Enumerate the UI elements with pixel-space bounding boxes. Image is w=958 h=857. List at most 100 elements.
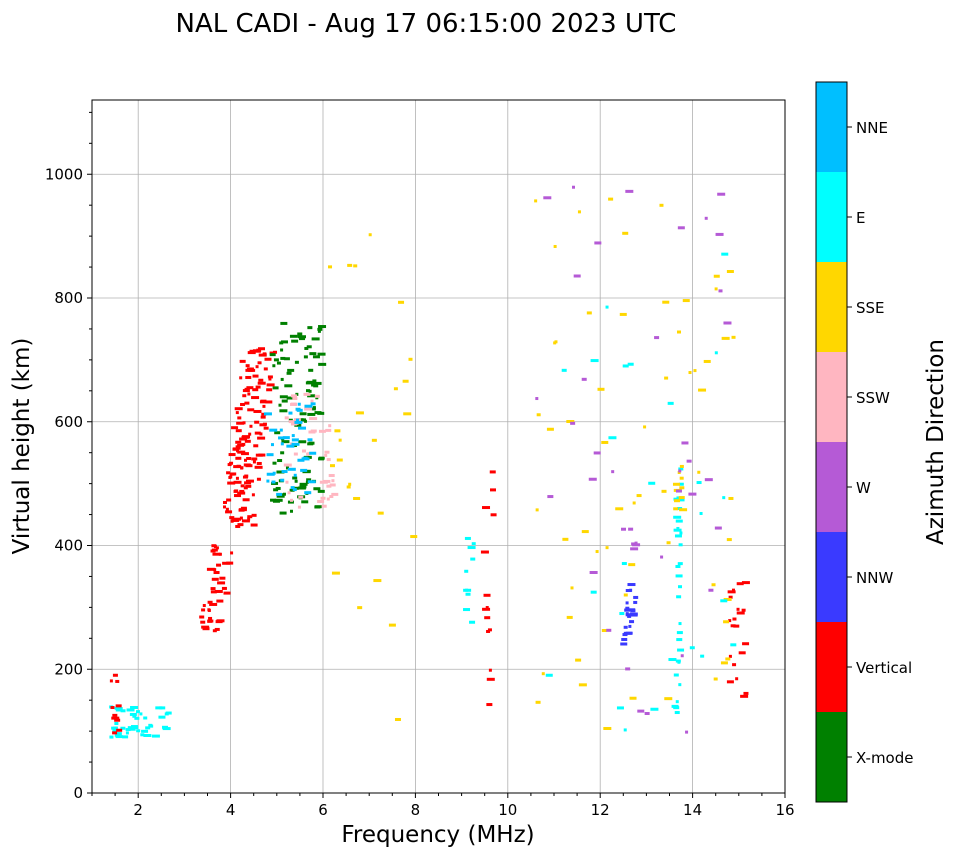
point-vertical-6-9 <box>115 679 120 683</box>
point-vertical-13-7 <box>486 677 495 681</box>
point-ssw-3-9 <box>310 399 314 403</box>
point-sse-14-59 <box>697 470 701 474</box>
point-e-16-10 <box>721 252 729 256</box>
point-vertical-1-6 <box>244 458 248 462</box>
point-sse-17-2 <box>410 535 418 539</box>
point-sse-14-19 <box>619 312 627 316</box>
point-sse-17-19 <box>398 300 405 304</box>
point-nne-4-26 <box>302 456 308 460</box>
point-x-mode-2-96 <box>299 482 308 486</box>
point-e-16-22 <box>699 511 703 515</box>
point-e-9-13 <box>675 564 681 568</box>
point-vertical-1-61 <box>240 452 249 456</box>
point-vertical-1-100 <box>237 491 246 495</box>
point-vertical-0-11 <box>211 544 217 548</box>
point-e-16-5 <box>590 590 597 594</box>
point-sse-10-7 <box>679 486 685 490</box>
point-sse-14-8 <box>535 700 541 704</box>
point-vertical-1-3 <box>222 500 227 504</box>
point-nne-4-24 <box>287 467 296 471</box>
axis-ticks: 2 4 6 8 10 12 14 16 0 200 400 600 800 1000 <box>45 111 795 819</box>
point-x-mode-2-66 <box>294 479 298 483</box>
point-e-16-1 <box>696 481 702 485</box>
point-ssw-3-16 <box>317 499 325 503</box>
point-vertical-1-136 <box>231 426 239 430</box>
point-vertical-1-60 <box>232 517 241 521</box>
point-sse-14-53 <box>720 661 728 665</box>
point-e-16-16 <box>619 612 625 616</box>
point-ssw-3-31 <box>324 450 330 454</box>
point-x-mode-2-16 <box>278 403 282 407</box>
point-vertical-0-8 <box>207 619 214 623</box>
point-x-mode-2-39 <box>273 358 279 362</box>
point-sse-14-32 <box>632 501 636 505</box>
point-nne-4-25 <box>272 471 276 475</box>
colorbar-segment-sse <box>816 262 847 352</box>
point-x-mode-2-102 <box>280 377 284 381</box>
point-ssw-3-20 <box>302 449 307 453</box>
point-x-mode-2-54 <box>280 321 288 325</box>
point-vertical-0-17 <box>222 561 231 565</box>
point-x-mode-2-91 <box>297 486 306 490</box>
point-sse-17-13 <box>357 606 363 610</box>
point-sse-17-23 <box>346 485 351 489</box>
point-vertical-1-118 <box>244 481 252 485</box>
point-vertical-13-9 <box>487 628 492 632</box>
point-vertical-1-76 <box>229 475 233 479</box>
point-vertical-1-7 <box>260 415 266 419</box>
point-sse-14-21 <box>623 593 628 597</box>
point-sse-17-3 <box>334 429 341 433</box>
point-x-mode-2-43 <box>306 345 312 349</box>
point-x-mode-2-23 <box>286 396 294 400</box>
point-vertical-13-0 <box>489 488 496 492</box>
point-e-5-36 <box>145 726 151 730</box>
point-nne-4-2 <box>266 453 274 457</box>
point-e-9-1 <box>675 574 683 578</box>
point-e-16-2 <box>545 673 553 677</box>
point-ssw-3-0 <box>326 458 331 462</box>
point-vertical-1-87 <box>227 463 232 467</box>
x-tick-label-2: 6 <box>318 801 328 819</box>
point-nnw-7-8 <box>625 601 629 605</box>
point-w-15-10 <box>606 628 612 632</box>
point-sse-14-25 <box>622 231 629 235</box>
colorbar-frame <box>815 81 848 803</box>
point-nne-4-32 <box>279 428 283 432</box>
point-nne-4-38 <box>296 408 303 412</box>
point-vertical-1-15 <box>253 444 259 448</box>
point-vertical-1-115 <box>237 443 245 447</box>
point-vertical-1-43 <box>245 484 252 488</box>
point-nne-4-12 <box>292 488 297 492</box>
point-ssw-3-29 <box>290 498 294 502</box>
point-vertical-1-39 <box>225 510 233 514</box>
point-sse-14-22 <box>721 336 730 340</box>
point-e-9-21 <box>675 659 681 663</box>
point-nne-4-5 <box>297 458 305 462</box>
point-e-12-5 <box>464 569 469 573</box>
point-vertical-6-8 <box>116 728 123 732</box>
point-sse-14-34 <box>595 550 599 554</box>
point-x-mode-2-49 <box>274 498 283 502</box>
point-nne-4-36 <box>271 480 276 484</box>
point-vertical-6-6 <box>109 679 113 683</box>
point-x-mode-2-76 <box>301 500 309 504</box>
point-vertical-1-102 <box>245 364 250 368</box>
point-vertical-11-5 <box>735 677 739 681</box>
point-e-16-17 <box>627 362 634 366</box>
point-vertical-1-37 <box>254 465 263 469</box>
point-e-9-9 <box>679 531 683 535</box>
point-e-5-6 <box>114 722 119 726</box>
point-x-mode-2-26 <box>287 500 294 504</box>
point-sse-14-45 <box>643 425 647 429</box>
point-nnw-7-2 <box>628 624 632 628</box>
y-tick-label-3: 600 <box>54 413 83 431</box>
point-nne-4-9 <box>278 436 286 440</box>
point-nnw-7-10 <box>624 608 631 612</box>
colorbar-tick-label-5: SSE <box>856 299 885 317</box>
colorbar-tick-label-6: E <box>856 209 865 227</box>
point-nnw-7-13 <box>629 620 635 624</box>
point-e-9-22 <box>671 704 679 708</box>
point-sse-10-2 <box>679 508 688 512</box>
point-x-mode-2-50 <box>307 326 313 330</box>
point-vertical-1-98 <box>242 421 246 425</box>
